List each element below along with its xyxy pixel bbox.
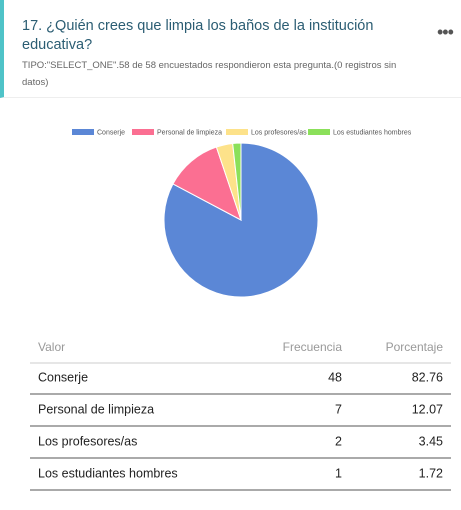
table-cell: Personal de limpieza xyxy=(38,402,154,416)
question-header: 17. ¿Quién crees que limpia los baños de… xyxy=(0,0,461,98)
legend-label: Los estudiantes hombres xyxy=(333,129,412,136)
table-cell: 2 xyxy=(335,434,342,448)
table-cell: 3.45 xyxy=(419,434,443,448)
table-cell: 1.72 xyxy=(419,466,443,480)
legend-label: Conserje xyxy=(97,129,125,136)
question-title: 17. ¿Quién crees que limpia los baños de… xyxy=(22,18,374,53)
legend-swatch xyxy=(226,129,248,135)
table-cell: 48 xyxy=(328,370,342,384)
legend-swatch xyxy=(72,129,94,135)
column-header: Valor xyxy=(38,340,65,354)
table-cell: 82.76 xyxy=(412,370,443,384)
legend-swatch xyxy=(132,129,154,135)
table-cell: Los profesores/as xyxy=(38,434,137,448)
column-header: Frecuencia xyxy=(283,340,343,354)
table-cell: 1 xyxy=(335,466,342,480)
table-cell: Conserje xyxy=(38,370,88,384)
table-cell: 7 xyxy=(335,402,342,416)
question-subtitle: TIPO:"SELECT_ONE".58 de 58 encuestados r… xyxy=(22,60,397,88)
table-cell: 12.07 xyxy=(412,402,443,416)
table-cell: Los estudiantes hombres xyxy=(38,466,178,480)
pie-slice xyxy=(232,142,242,221)
legend-label: Personal de limpieza xyxy=(157,129,222,136)
menu-button[interactable]: ••• xyxy=(437,22,454,42)
legend-label: Los profesores/as xyxy=(251,129,307,136)
legend-swatch xyxy=(308,129,330,135)
column-header: Porcentaje xyxy=(386,340,444,354)
